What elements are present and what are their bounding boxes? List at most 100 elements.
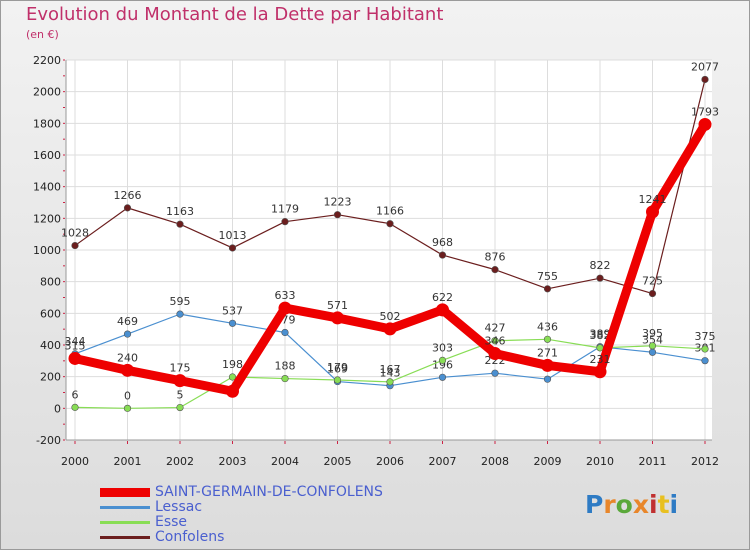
data-point xyxy=(71,241,79,250)
x-tick-label: 2006 xyxy=(376,455,404,468)
data-label: 1793 xyxy=(691,105,719,118)
data-label: 303 xyxy=(432,341,453,354)
data-label: 2077 xyxy=(691,60,719,73)
y-tick-label: 600 xyxy=(40,307,61,320)
data-label: 354 xyxy=(642,333,663,346)
data-label: 375 xyxy=(695,330,716,343)
x-tick-label: 2003 xyxy=(219,455,247,468)
data-point xyxy=(698,117,712,131)
y-tick-label: 1600 xyxy=(33,149,61,162)
data-point xyxy=(228,373,237,381)
data-label: 0 xyxy=(124,389,131,402)
data-point xyxy=(541,358,554,372)
legend-label: Confolens xyxy=(155,529,225,545)
y-tick-label: 400 xyxy=(40,339,61,352)
x-tick-label: 2001 xyxy=(114,455,142,468)
x-tick-label: 2012 xyxy=(691,455,719,468)
data-point xyxy=(436,303,449,317)
y-tick-label: 1000 xyxy=(33,244,61,257)
data-label: 1179 xyxy=(271,203,299,216)
data-label: 169 xyxy=(327,363,348,376)
data-label: 502 xyxy=(380,310,401,323)
data-point xyxy=(596,344,604,352)
y-tick-label: 1200 xyxy=(33,212,61,225)
legend-swatch xyxy=(100,506,150,509)
data-point xyxy=(386,220,394,228)
data-label: 5 xyxy=(177,389,184,402)
data-point xyxy=(281,218,289,226)
legend-label: SAINT-GERMAIN-DE-CONFOLENS xyxy=(155,484,383,500)
data-label: 968 xyxy=(432,236,453,249)
data-label: 6 xyxy=(72,388,79,401)
data-point xyxy=(596,274,604,282)
logo-letter: i xyxy=(669,490,679,519)
data-point xyxy=(281,374,289,383)
data-label: 427 xyxy=(485,322,506,335)
data-point xyxy=(121,363,134,377)
x-tick-label: 2008 xyxy=(481,455,509,468)
logo-letter: r xyxy=(603,490,616,519)
data-point xyxy=(123,204,132,212)
x-tick-label: 2010 xyxy=(586,455,614,468)
x-tick-label: 2007 xyxy=(429,455,457,468)
data-label: 436 xyxy=(537,320,558,333)
x-tick-label: 2002 xyxy=(166,455,194,468)
data-point xyxy=(386,378,394,386)
data-point xyxy=(71,403,79,411)
data-label: 382 xyxy=(590,329,611,342)
data-label: 344 xyxy=(65,335,86,348)
data-label: 198 xyxy=(222,358,243,371)
data-point xyxy=(331,311,344,325)
data-label: 1013 xyxy=(219,229,247,242)
data-label: 622 xyxy=(432,291,453,304)
data-label: 315 xyxy=(65,339,86,352)
data-point xyxy=(68,351,82,365)
y-tick-label: 1400 xyxy=(33,181,61,194)
data-label: 179 xyxy=(327,361,348,374)
data-label: 1028 xyxy=(61,227,89,240)
data-label: 755 xyxy=(537,270,558,283)
x-tick-label: 2004 xyxy=(271,455,299,468)
data-point xyxy=(648,348,657,356)
data-label: 469 xyxy=(117,315,138,328)
data-label: 571 xyxy=(327,299,348,312)
x-tick-label: 2011 xyxy=(639,455,667,468)
proxiti-logo: Proxiti xyxy=(585,490,678,519)
data-point xyxy=(176,310,184,318)
y-tick-label: 800 xyxy=(40,276,61,289)
data-point xyxy=(173,374,187,388)
legend-label: Lessac xyxy=(155,499,203,515)
y-tick-label: 1800 xyxy=(33,117,61,130)
data-point xyxy=(701,75,709,84)
data-point xyxy=(491,337,499,345)
legend-swatch xyxy=(100,521,150,524)
data-label: 633 xyxy=(275,289,296,302)
data-point xyxy=(701,345,709,353)
data-label: 167 xyxy=(380,363,401,376)
data-point xyxy=(646,205,659,219)
data-label: 1166 xyxy=(376,205,404,218)
logo-letter: o xyxy=(615,490,633,519)
y-tick-label: 200 xyxy=(40,371,61,384)
data-point xyxy=(701,357,709,365)
data-label: 595 xyxy=(170,295,191,308)
data-point xyxy=(176,403,184,412)
x-tick-label: 2005 xyxy=(324,455,352,468)
legend-label: Esse xyxy=(155,514,188,530)
logo-letter: i xyxy=(649,490,658,519)
data-point xyxy=(543,375,552,383)
data-point xyxy=(648,342,657,350)
data-label: 389 xyxy=(590,328,611,341)
data-point xyxy=(488,347,502,361)
data-point xyxy=(333,376,342,384)
data-point xyxy=(228,319,237,327)
data-label: 1163 xyxy=(166,205,194,218)
y-tick-label: 2200 xyxy=(33,54,61,67)
data-label: 395 xyxy=(642,327,663,340)
y-tick-label: 2000 xyxy=(33,86,61,99)
data-point xyxy=(281,328,289,337)
data-point xyxy=(543,335,552,343)
logo-letter: t xyxy=(657,490,670,519)
data-point xyxy=(491,369,499,377)
